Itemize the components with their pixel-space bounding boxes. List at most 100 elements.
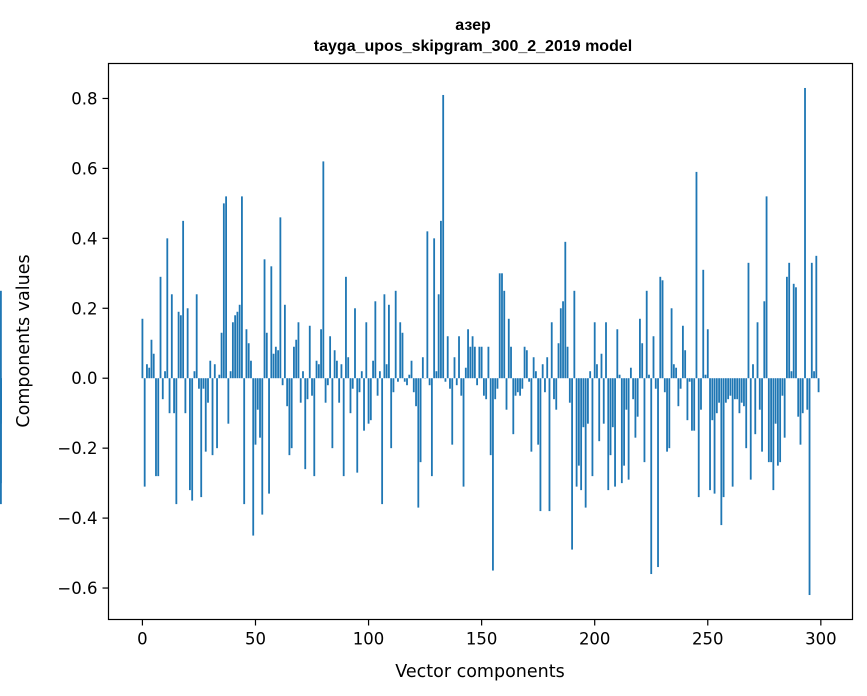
bar	[792, 283, 795, 379]
bar	[727, 378, 730, 400]
bar	[555, 378, 558, 410]
bar	[720, 378, 723, 526]
bar	[494, 378, 497, 400]
bar	[331, 378, 334, 449]
bar	[620, 378, 623, 484]
bar	[213, 364, 216, 379]
bar	[263, 259, 266, 379]
bar	[417, 378, 420, 508]
bar	[817, 378, 820, 393]
bar	[758, 378, 761, 410]
bar	[695, 171, 698, 379]
bar	[329, 336, 332, 379]
bar	[175, 378, 178, 505]
bar	[765, 196, 768, 379]
bar	[761, 378, 763, 452]
bar	[453, 357, 456, 379]
bar	[736, 378, 739, 400]
y-tick-label: −0.4	[57, 509, 97, 528]
bar	[713, 378, 716, 494]
bar	[349, 378, 352, 414]
bar	[211, 378, 214, 456]
bar	[743, 378, 745, 407]
bar	[645, 290, 648, 379]
bar	[525, 350, 528, 379]
bar	[209, 360, 212, 379]
bar	[216, 378, 218, 449]
bar	[539, 378, 542, 512]
bar	[227, 378, 230, 424]
x-tick-label: 250	[692, 630, 724, 649]
bar	[722, 378, 725, 498]
bar	[779, 378, 782, 463]
bar	[247, 343, 250, 379]
bar	[252, 378, 255, 536]
bar	[688, 378, 691, 382]
bar	[365, 322, 368, 379]
bar	[272, 353, 275, 379]
bar	[182, 220, 185, 379]
bar	[767, 378, 770, 463]
bar	[808, 378, 811, 596]
bar	[801, 378, 804, 414]
bar	[745, 378, 748, 449]
bar	[731, 378, 734, 487]
bar	[523, 346, 526, 379]
bar	[333, 350, 336, 379]
bar	[704, 374, 707, 379]
bar	[426, 231, 429, 379]
bar	[657, 378, 659, 568]
bar	[709, 378, 711, 491]
bar	[392, 378, 395, 393]
bar	[776, 378, 779, 466]
bar	[356, 378, 359, 473]
bar	[618, 374, 621, 379]
bar	[670, 308, 673, 379]
bar	[155, 378, 157, 477]
bar	[530, 378, 533, 452]
bar	[449, 378, 451, 389]
bar	[336, 360, 338, 379]
bar	[322, 161, 325, 379]
bar	[412, 378, 415, 393]
bar	[394, 290, 397, 379]
bar	[711, 378, 714, 421]
y-tick-label: 0.2	[71, 299, 97, 318]
bar	[268, 378, 270, 494]
bar	[564, 241, 567, 379]
bar	[435, 371, 438, 379]
bar	[715, 378, 718, 414]
bar	[245, 329, 248, 379]
y-tick-label: −0.6	[57, 579, 97, 598]
bar	[639, 318, 641, 379]
bar	[510, 346, 512, 379]
bar	[473, 346, 476, 379]
bar	[374, 301, 377, 379]
bar	[774, 378, 777, 424]
bar	[514, 378, 517, 396]
bar	[166, 238, 169, 379]
bar	[672, 364, 675, 379]
bar	[250, 360, 252, 379]
bar	[189, 378, 191, 491]
bar	[150, 339, 153, 379]
bar	[383, 294, 386, 379]
bar	[659, 276, 662, 379]
x-tick-label: 300	[805, 630, 837, 649]
bar	[369, 378, 372, 421]
bar	[193, 371, 196, 379]
bar	[179, 315, 182, 379]
bar	[317, 364, 320, 379]
bar	[358, 378, 361, 393]
bar	[535, 371, 537, 379]
bar	[813, 371, 815, 379]
bar	[415, 378, 417, 407]
bar	[505, 378, 508, 410]
bar	[428, 378, 431, 386]
bar	[718, 378, 720, 403]
y-tick-label: 0.4	[71, 229, 97, 248]
bar	[376, 378, 379, 396]
bar	[0, 290, 2, 379]
x-axis-label: Vector components	[395, 662, 564, 682]
bar	[173, 378, 175, 414]
